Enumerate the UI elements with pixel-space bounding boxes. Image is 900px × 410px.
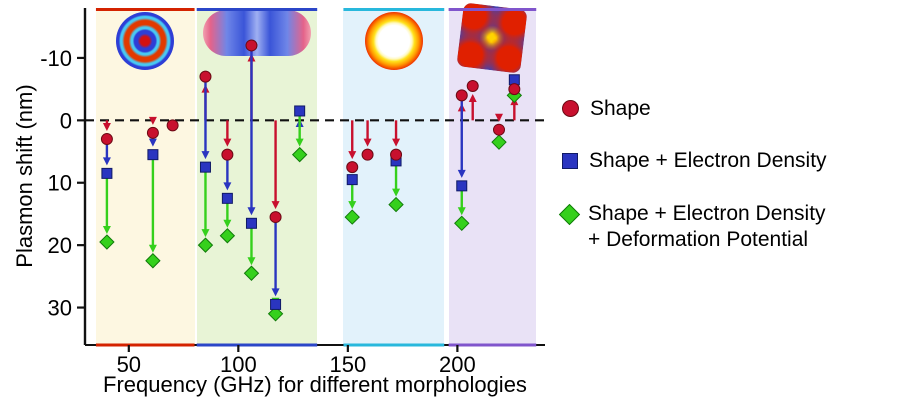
shape-marker — [199, 70, 212, 83]
shape-marker — [455, 89, 468, 102]
shape-ed-dp-marker — [344, 209, 360, 225]
shape-marker — [390, 148, 403, 161]
shape-ed-marker — [199, 161, 211, 173]
shape-marker — [100, 133, 113, 146]
shape-ed-dp-marker — [267, 306, 284, 322]
shape-ed-dp-marker — [491, 134, 507, 150]
arrow-head — [392, 138, 401, 147]
shape-ed-dp-marker — [243, 265, 260, 281]
arrow-head — [201, 229, 210, 238]
arrow-head — [348, 151, 357, 160]
arrow-head — [148, 244, 157, 253]
arrow-head — [468, 94, 477, 103]
arrow-head — [295, 138, 304, 147]
shape-ed-dp-marker — [197, 237, 214, 253]
legend-label: Shape + Electron Density — [589, 149, 827, 173]
arrow-head — [102, 226, 111, 235]
legend-label: Shape + Electron Density + Deformation P… — [588, 201, 826, 251]
shape-ed-marker — [147, 149, 159, 161]
shape-ed-marker — [346, 174, 358, 186]
arrow-head — [495, 113, 503, 122]
shape-ed-marker — [245, 217, 257, 229]
band-rod — [196, 8, 318, 345]
green-diamond-marker-icon — [558, 203, 581, 225]
blue-square-marker-icon — [562, 153, 578, 170]
arrow-head — [102, 123, 111, 132]
shape-ed-dp-marker — [219, 228, 236, 244]
legend-item-shape: Shape — [562, 96, 894, 122]
shape-ed-marker — [294, 105, 306, 117]
arrow-head — [271, 288, 280, 297]
arrow-head — [223, 138, 232, 147]
ring-mode-inset — [365, 12, 423, 70]
arrow-head — [457, 169, 466, 178]
legend-label: Shape — [590, 97, 651, 120]
arrow-head — [148, 138, 157, 147]
arrow-head — [348, 201, 357, 210]
shape-marker — [361, 148, 374, 161]
arrow-head — [271, 201, 280, 210]
shape-ed-marker — [101, 167, 113, 179]
x-tick-label: 50 — [117, 352, 141, 377]
shape-ed-dp-marker — [454, 215, 470, 232]
x-tick-label: 150 — [329, 352, 366, 377]
x-tick-label: 200 — [439, 352, 476, 377]
legend-item-shape-ed-deformation: Shape + Electron Density + Deformation P… — [558, 201, 894, 254]
arrow-head — [247, 207, 256, 216]
arrow-head — [223, 219, 232, 228]
y-tick-label: -10 — [40, 46, 72, 71]
shape-marker — [508, 83, 521, 96]
shape-marker — [466, 80, 479, 93]
shape-marker — [346, 161, 359, 174]
arrow-head — [223, 182, 232, 191]
y-tick-label: 10 — [48, 171, 72, 196]
shape-marker — [221, 148, 234, 161]
rod-mode-inset — [203, 10, 311, 56]
shape-marker — [166, 119, 179, 132]
shape-ed-dp-marker — [99, 234, 115, 250]
y-tick-label: 20 — [48, 233, 72, 258]
legend-item-shape-electron-density: Shape + Electron Density — [562, 148, 894, 174]
y-tick-label: 30 — [48, 296, 72, 321]
x-tick-label: 100 — [220, 352, 257, 377]
shape-ed-dp-marker — [291, 146, 308, 163]
arrow-head — [457, 207, 466, 216]
shape-ed-marker — [221, 192, 233, 204]
shape-marker — [269, 211, 282, 224]
arrow-head — [102, 157, 111, 166]
arrow-head — [148, 116, 157, 125]
shape-marker — [493, 123, 505, 136]
arrow-head — [392, 188, 401, 197]
arrow-head — [247, 257, 256, 266]
x-axis-label: Frequency (GHz) for different morphologi… — [103, 372, 527, 397]
shape-ed-marker — [456, 180, 468, 192]
red-circle-marker-icon — [562, 100, 579, 117]
legend: Shape Shape + Electron Density Shape + E… — [558, 96, 894, 254]
arrow-head — [363, 138, 372, 147]
shape-ed-dp-marker — [388, 196, 404, 213]
disk-mode-inset — [116, 12, 174, 70]
y-axis-label: Plasmon shift (nm) — [12, 84, 37, 268]
shape-marker — [146, 126, 159, 139]
shape-ed-dp-marker — [145, 253, 161, 269]
shape-marker — [245, 39, 258, 52]
y-tick-label: 0 — [60, 108, 72, 133]
arrow-head — [201, 151, 210, 160]
shape-ed-marker — [270, 298, 282, 310]
